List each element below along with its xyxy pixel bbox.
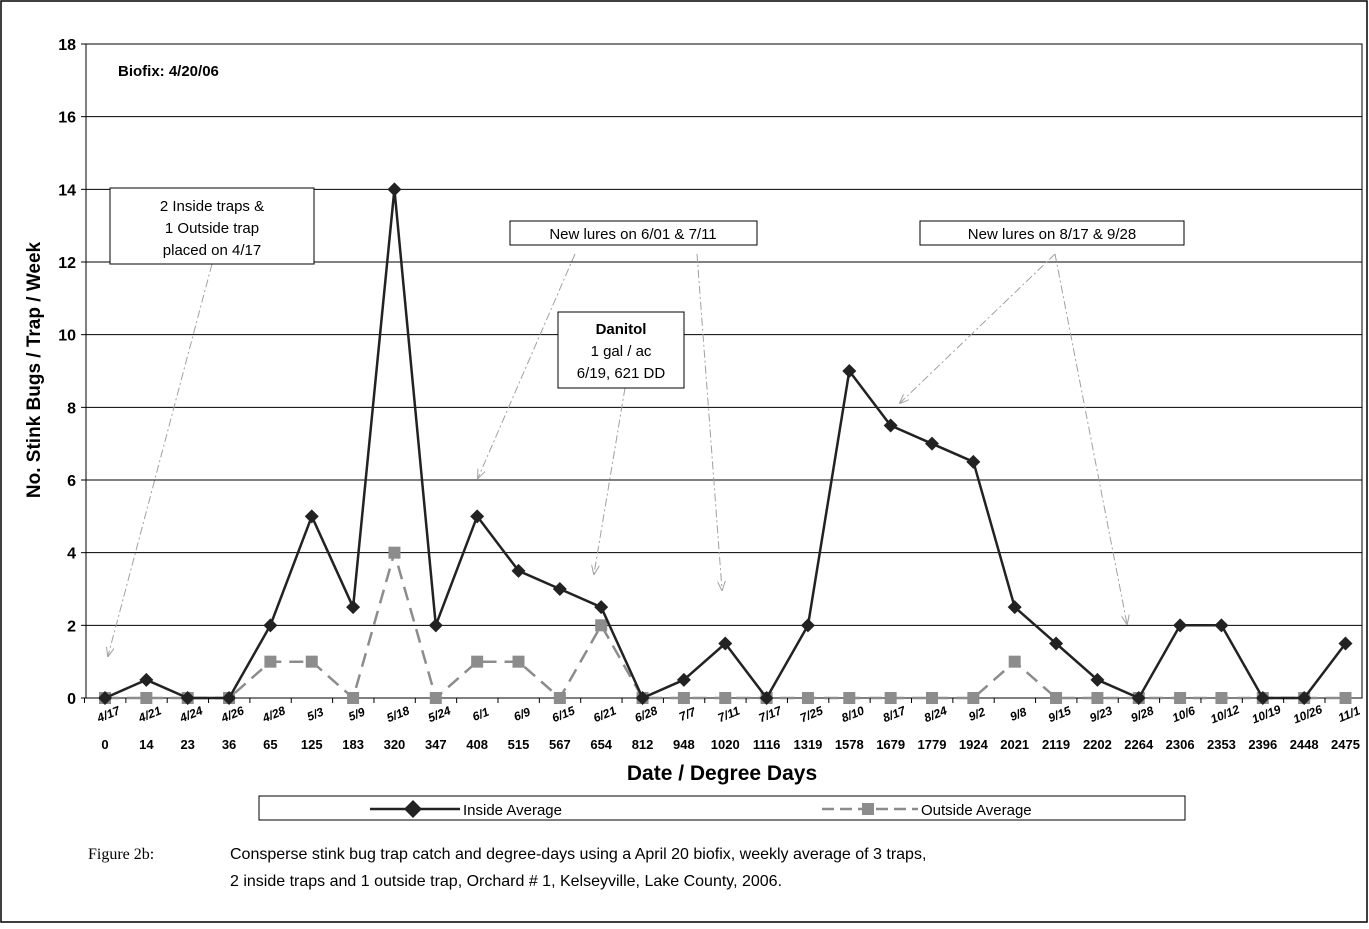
degree-day-label: 2448 bbox=[1290, 737, 1319, 752]
degree-day-label: 2306 bbox=[1166, 737, 1195, 752]
y-tick-label: 4 bbox=[67, 546, 76, 563]
data-point-outside-average bbox=[1009, 656, 1021, 668]
degree-day-label: 408 bbox=[466, 737, 488, 752]
y-tick-label: 16 bbox=[58, 110, 76, 127]
legend: Inside Average Outside Average bbox=[259, 796, 1185, 820]
traps-annotation-line: 2 Inside traps & bbox=[160, 198, 264, 215]
legend-outside-marker bbox=[862, 803, 874, 815]
caption-label: Figure 2b: bbox=[88, 846, 154, 863]
degree-day-label: 14 bbox=[139, 737, 154, 752]
degree-day-label: 36 bbox=[222, 737, 236, 752]
data-point-outside-average bbox=[388, 547, 400, 559]
lures2-annotation-text: New lures on 8/17 & 9/28 bbox=[968, 226, 1136, 243]
danitol-annotation-line: Danitol bbox=[596, 321, 647, 338]
data-point-outside-average bbox=[306, 656, 318, 668]
degree-day-label: 654 bbox=[590, 737, 612, 752]
caption-line: 2 inside traps and 1 outside trap, Orcha… bbox=[230, 873, 782, 890]
y-tick-label: 18 bbox=[58, 37, 76, 54]
degree-day-label: 1578 bbox=[835, 737, 864, 752]
legend-inside-label: Inside Average bbox=[463, 802, 562, 819]
x-axis-label: Date / Degree Days bbox=[627, 762, 817, 785]
degree-day-label: 65 bbox=[263, 737, 277, 752]
data-point-outside-average bbox=[554, 692, 566, 704]
data-point-outside-average bbox=[843, 692, 855, 704]
data-point-outside-average bbox=[347, 692, 359, 704]
degree-day-label: 2475 bbox=[1331, 737, 1360, 752]
data-point-outside-average bbox=[967, 692, 979, 704]
lures1-annotation-text: New lures on 6/01 & 7/11 bbox=[549, 226, 716, 243]
data-point-outside-average bbox=[885, 692, 897, 704]
data-point-outside-average bbox=[595, 619, 607, 631]
danitol-annotation: Danitol 1 gal / ac 6/19, 621 DD bbox=[558, 312, 684, 388]
data-point-outside-average bbox=[1091, 692, 1103, 704]
y-axis-label: No. Stink Bugs / Trap / Week bbox=[24, 241, 45, 498]
traps-annotation-line: 1 Outside trap bbox=[165, 220, 259, 237]
legend-outside-label: Outside Average bbox=[921, 802, 1032, 819]
degree-day-label: 1319 bbox=[793, 737, 822, 752]
y-tick-label: 10 bbox=[58, 328, 76, 345]
traps-annotation-line: placed on 4/17 bbox=[163, 242, 261, 259]
data-point-outside-average bbox=[1215, 692, 1227, 704]
degree-day-label: 567 bbox=[549, 737, 571, 752]
degree-day-label: 1679 bbox=[876, 737, 905, 752]
traps-annotation: 2 Inside traps & 1 Outside trap placed o… bbox=[110, 188, 314, 264]
danitol-annotation-line: 6/19, 621 DD bbox=[577, 365, 666, 382]
degree-day-label: 812 bbox=[632, 737, 654, 752]
data-point-outside-average bbox=[264, 656, 276, 668]
y-tick-label: 6 bbox=[67, 473, 76, 490]
y-tick-label: 2 bbox=[67, 618, 76, 635]
degree-day-label: 320 bbox=[384, 737, 406, 752]
lures2-annotation: New lures on 8/17 & 9/28 bbox=[920, 221, 1184, 245]
data-point-outside-average bbox=[719, 692, 731, 704]
degree-day-label: 2021 bbox=[1000, 737, 1029, 752]
degree-day-label: 1020 bbox=[711, 737, 740, 752]
degree-day-label: 2353 bbox=[1207, 737, 1236, 752]
biofix-annotation: Biofix: 4/20/06 bbox=[118, 63, 219, 80]
degree-day-label: 2264 bbox=[1124, 737, 1154, 752]
degree-day-label: 948 bbox=[673, 737, 695, 752]
y-tick-label: 0 bbox=[67, 691, 76, 708]
y-tick-label: 12 bbox=[58, 255, 76, 272]
data-point-outside-average bbox=[513, 656, 525, 668]
degree-day-label: 0 bbox=[101, 737, 108, 752]
data-point-outside-average bbox=[140, 692, 152, 704]
degree-day-label: 347 bbox=[425, 737, 447, 752]
lures1-annotation: New lures on 6/01 & 7/11 bbox=[510, 221, 757, 245]
degree-day-label: 23 bbox=[180, 737, 194, 752]
data-point-outside-average bbox=[430, 692, 442, 704]
degree-day-label: 125 bbox=[301, 737, 323, 752]
degree-day-label: 2396 bbox=[1248, 737, 1277, 752]
caption-line: Consperse stink bug trap catch and degre… bbox=[230, 846, 926, 863]
degree-day-label: 1116 bbox=[753, 737, 781, 752]
y-tick-label: 8 bbox=[67, 400, 76, 417]
degree-day-label: 515 bbox=[508, 737, 530, 752]
data-point-outside-average bbox=[1050, 692, 1062, 704]
degree-day-label: 2202 bbox=[1083, 737, 1112, 752]
data-point-outside-average bbox=[802, 692, 814, 704]
data-point-outside-average bbox=[1174, 692, 1186, 704]
danitol-annotation-line: 1 gal / ac bbox=[591, 343, 652, 360]
degree-day-label: 1924 bbox=[959, 737, 989, 752]
y-tick-label: 14 bbox=[58, 182, 76, 199]
degree-day-label: 1779 bbox=[918, 737, 947, 752]
degree-day-label: 2119 bbox=[1042, 737, 1070, 752]
data-point-outside-average bbox=[1340, 692, 1352, 704]
degree-day-label: 183 bbox=[342, 737, 364, 752]
data-point-outside-average bbox=[678, 692, 690, 704]
data-point-outside-average bbox=[471, 656, 483, 668]
data-point-outside-average bbox=[926, 692, 938, 704]
